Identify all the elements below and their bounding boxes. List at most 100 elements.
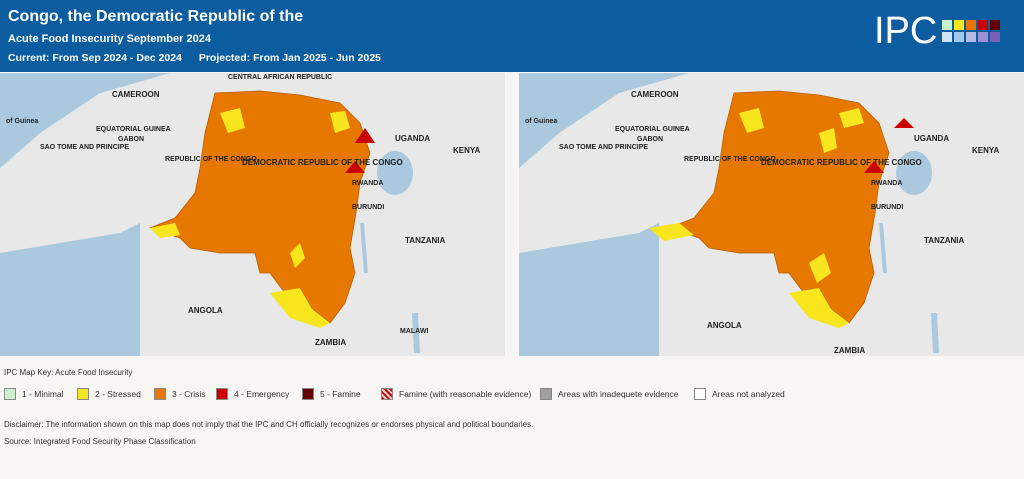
lake-malawi — [931, 313, 939, 353]
legend-title: IPC Map Key: Acute Food Insecurity — [4, 368, 133, 377]
legend-label: 1 - Minimal — [22, 389, 64, 399]
stressed-south — [789, 288, 849, 328]
projected-period: Projected: From Jan 2025 - Jun 2025 — [198, 52, 381, 64]
logo-square — [990, 32, 1000, 42]
label-rwanda: RWANDA — [352, 180, 383, 187]
lake-victoria — [377, 151, 413, 195]
label-kenya: KENYA — [453, 146, 480, 155]
label-sao-tome: SAO TOME AND PRINCIPE — [40, 144, 129, 151]
label-gabon: GABON — [637, 136, 663, 143]
stressed-west — [649, 223, 694, 241]
header-banner: Congo, the Democratic Republic of the Ac… — [0, 0, 1024, 72]
label-rwanda: RWANDA — [871, 180, 902, 187]
label-angola: ANGOLA — [188, 306, 223, 315]
legend-swatch — [302, 388, 314, 400]
ipc-logo: IPC — [874, 10, 938, 52]
legend-item-famine: 5 - Famine — [302, 388, 361, 400]
legend-swatch — [4, 388, 16, 400]
logo-square — [978, 20, 988, 30]
logo-square — [942, 20, 952, 30]
current-map[interactable]: CENTRAL AFRICAN REPUBLIC CAMEROON of Gui… — [0, 73, 505, 356]
current-period: Current: From Sep 2024 - Dec 2024 — [8, 52, 182, 64]
label-drc: DEMOCRATIC REPUBLIC OF THE CONGO — [242, 158, 403, 167]
logo-square — [966, 20, 976, 30]
stressed-zone — [290, 243, 305, 268]
legend-item-not-analyzed: Areas not analyzed — [694, 388, 785, 400]
label-gabon: GABON — [118, 136, 144, 143]
label-drc: DEMOCRATIC REPUBLIC OF THE CONGO — [761, 158, 922, 167]
ocean — [0, 73, 170, 168]
label-gulf: of Guinea — [6, 118, 38, 125]
stressed-north — [739, 108, 764, 133]
label-equatorial-guinea: EQUATORIAL GUINEA — [96, 126, 171, 133]
label-uganda: UGANDA — [395, 134, 430, 143]
label-zambia: ZAMBIA — [834, 346, 865, 355]
legend-swatch — [216, 388, 228, 400]
stressed-central — [819, 128, 837, 153]
legend-swatch — [540, 388, 552, 400]
disclaimer-text: Disclaimer: The information shown on thi… — [4, 420, 534, 429]
label-car: CENTRAL AFRICAN REPUBLIC — [228, 74, 332, 81]
emergency-area-2 — [864, 161, 884, 173]
ocean-south — [0, 223, 140, 356]
legend-item-minimal: 1 - Minimal — [4, 388, 64, 400]
label-republic-congo: REPUBLIC OF THE CONGO — [684, 156, 776, 163]
logo-square — [978, 32, 988, 42]
ocean — [519, 73, 689, 168]
logo-square — [990, 20, 1000, 30]
logo-square — [954, 32, 964, 42]
legend-label: 5 - Famine — [320, 389, 361, 399]
label-tanzania: TANZANIA — [924, 236, 965, 245]
label-equatorial-guinea: EQUATORIAL GUINEA — [615, 126, 690, 133]
label-tanzania: TANZANIA — [405, 236, 446, 245]
stressed-northeast — [839, 108, 864, 128]
legend-label: Areas with inadequete evidence — [558, 389, 679, 399]
ocean-south — [519, 223, 659, 356]
label-republic-congo: REPUBLIC OF THE CONGO — [165, 156, 257, 163]
emergency-area-1 — [355, 128, 375, 143]
label-sao-tome: SAO TOME AND PRINCIPE — [559, 144, 648, 151]
stressed-south — [270, 288, 330, 328]
label-malawi: MALAWI — [400, 328, 428, 335]
projected-map[interactable]: CAMEROON of Guinea EQUATORIAL GUINEA SAO… — [519, 73, 1024, 356]
legend-swatch — [694, 388, 706, 400]
legend-label: 4 - Emergency — [234, 389, 290, 399]
label-angola: ANGOLA — [707, 321, 742, 330]
stressed-north — [220, 108, 245, 133]
legend-item-inadequate-evidence: Areas with inadequete evidence — [540, 388, 679, 400]
emergency-area-2 — [345, 161, 365, 173]
analysis-periods: Current: From Sep 2024 - Dec 2024 Projec… — [8, 52, 395, 64]
legend-item-emergency: 4 - Emergency — [216, 388, 289, 400]
page-subtitle: Acute Food Insecurity September 2024 — [8, 33, 211, 45]
lake-malawi — [412, 313, 420, 353]
page-title: Congo, the Democratic Republic of the — [8, 8, 304, 25]
label-gulf: of Guinea — [525, 118, 557, 125]
lake-tanganyika — [360, 223, 368, 273]
emergency-area-1 — [894, 118, 914, 128]
logo-square — [942, 32, 952, 42]
current-map-svg: CENTRAL AFRICAN REPUBLIC CAMEROON of Gui… — [0, 73, 505, 356]
legend-label: Areas not analyzed — [712, 389, 785, 399]
label-cameroon: CAMEROON — [631, 90, 679, 99]
legend-swatch — [154, 388, 166, 400]
legend-item-stressed: 2 - Stressed — [77, 388, 141, 400]
stressed-northeast — [330, 111, 350, 133]
legend-swatch — [77, 388, 89, 400]
label-burundi: BURUNDI — [871, 204, 903, 211]
stressed-west — [150, 223, 180, 238]
label-burundi: BURUNDI — [352, 204, 384, 211]
legend-label: 2 - Stressed — [95, 389, 141, 399]
stressed-zone — [809, 253, 831, 283]
projected-map-svg: CAMEROON of Guinea EQUATORIAL GUINEA SAO… — [519, 73, 1024, 356]
label-kenya: KENYA — [972, 146, 999, 155]
label-uganda: UGANDA — [914, 134, 949, 143]
lake-tanganyika — [879, 223, 887, 273]
logo-square — [954, 20, 964, 30]
legend-item-famine-evidence: Famine (with reasonable evidence) — [381, 388, 531, 400]
lake-victoria — [896, 151, 932, 195]
legend-swatch — [381, 388, 393, 400]
legend-label: 3 - Crisis — [172, 389, 206, 399]
legend-item-crisis: 3 - Crisis — [154, 388, 206, 400]
source-text: Source: Integrated Food Security Phase C… — [4, 437, 196, 446]
label-cameroon: CAMEROON — [112, 90, 160, 99]
